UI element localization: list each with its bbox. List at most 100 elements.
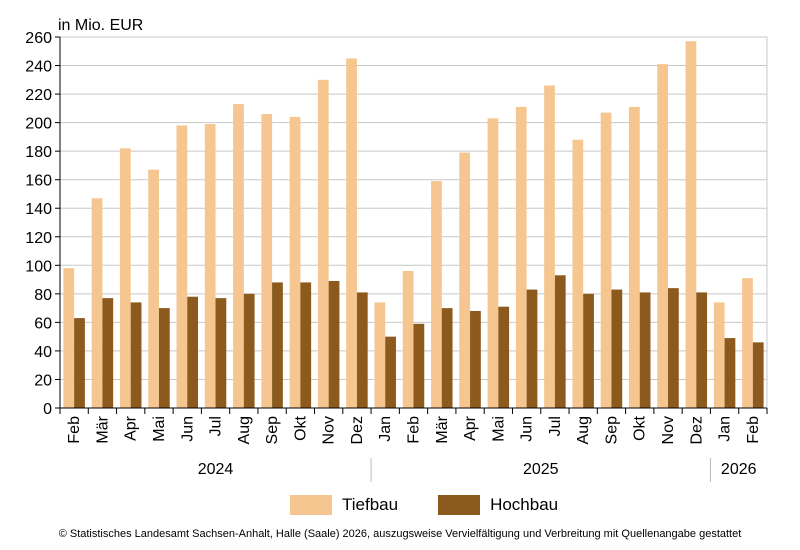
bar-tiefbau-14 [459, 152, 471, 408]
y-tick-label: 260 [25, 30, 52, 47]
x-axis: Feb Mär Apr Mai Jun Jul Aug Sep Okt Nov Dez Jan Feb M… [59, 37, 768, 445]
x-tick-label: Mai [151, 416, 168, 442]
y-tick-label: 180 [25, 144, 52, 161]
bar-tiefbau-11 [374, 302, 386, 408]
bar-tiefbau-0 [63, 268, 75, 408]
x-tick-label: Jun [179, 416, 196, 442]
bars [63, 41, 764, 409]
year-label: 2026 [721, 461, 757, 478]
bar-tiefbau-19 [600, 112, 612, 408]
x-tick-label: Apr [462, 415, 479, 441]
year-label: 2025 [523, 461, 559, 478]
y-tick-label: 240 [25, 59, 52, 76]
x-tick-label: Sep [603, 416, 620, 445]
legend: Tiefbau Hochbau [290, 495, 588, 515]
bar-hochbau-11 [385, 336, 396, 408]
x-tick-label: Apr [123, 415, 140, 441]
bar-hochbau-12 [413, 323, 425, 408]
x-tick-label: Nov [321, 416, 338, 444]
x-tick-label: Jun [519, 416, 536, 442]
y-tick-label: 200 [25, 116, 52, 133]
legend-item-hochbau: Hochbau [438, 495, 558, 515]
y-tick-label: 120 [25, 230, 52, 247]
bar-tiefbau-22 [685, 41, 697, 409]
y-tick-label: 0 [43, 401, 52, 418]
bar-hochbau-24 [752, 342, 764, 408]
legend-swatch-tiefbau [290, 495, 332, 515]
x-tick-label: Sep [264, 416, 281, 445]
x-tick-label: Okt [632, 415, 649, 440]
y-tick-label: 160 [25, 173, 52, 190]
bar-chart: in Mio. EUR 0 20 40 60 80 100 120 140 160 180 200 2… [25, 17, 768, 482]
y-axis-ticks: 0 20 40 60 80 100 120 140 160 180 200 220 240 260 [25, 30, 60, 418]
y-tick-label: 140 [25, 201, 52, 218]
bar-tiefbau-2 [119, 148, 131, 409]
bar-tiefbau-3 [148, 169, 159, 408]
bar-tiefbau-9 [317, 79, 329, 409]
bar-tiefbau-13 [431, 181, 442, 408]
legend-item-tiefbau: Tiefbau [290, 495, 398, 515]
bar-hochbau-1 [102, 298, 114, 408]
legend-label-tiefbau: Tiefbau [342, 495, 399, 514]
y-axis-label: in Mio. EUR [58, 17, 143, 34]
bar-tiefbau-17 [544, 85, 555, 408]
bar-tiefbau-5 [204, 124, 216, 409]
y-tick-label: 220 [25, 87, 52, 104]
bar-tiefbau-18 [572, 139, 584, 408]
bar-hochbau-23 [724, 338, 736, 408]
bar-hochbau-18 [583, 293, 594, 408]
bar-hochbau-5 [215, 298, 227, 408]
bar-tiefbau-12 [402, 271, 414, 408]
x-tick-label: Jan [377, 416, 394, 442]
bar-tiefbau-21 [657, 64, 669, 408]
x-tick-label: Dez [349, 416, 366, 444]
bar-tiefbau-1 [91, 198, 103, 408]
bar-hochbau-14 [470, 310, 481, 408]
bar-tiefbau-20 [628, 106, 640, 409]
x-tick-label: Feb [406, 416, 423, 444]
bar-hochbau-21 [668, 288, 679, 408]
bar-hochbau-6 [243, 293, 255, 408]
bar-tiefbau-15 [487, 118, 499, 408]
x-tick-label: Mär [94, 415, 111, 443]
x-tick-label: Mär [434, 415, 451, 443]
bar-hochbau-0 [74, 318, 85, 408]
bar-hochbau-2 [130, 302, 142, 408]
y-tick-label: 100 [25, 258, 52, 275]
year-label: 2024 [198, 461, 234, 478]
bar-hochbau-7 [272, 282, 283, 408]
x-tick-label: Dez [688, 416, 705, 444]
x-tick-label: Jan [717, 416, 734, 442]
y-tick-label: 60 [34, 315, 52, 332]
bar-hochbau-3 [158, 308, 170, 408]
x-tick-label: Jul [208, 416, 225, 436]
y-tick-label: 20 [34, 372, 52, 389]
x-tick-label: Okt [292, 415, 309, 440]
legend-label-hochbau: Hochbau [490, 495, 559, 514]
x-tick-label: Feb [745, 416, 762, 444]
bar-tiefbau-6 [233, 104, 244, 409]
legend-swatch-hochbau [438, 495, 481, 515]
bar-hochbau-16 [526, 289, 538, 408]
bar-tiefbau-8 [289, 116, 301, 409]
bar-hochbau-10 [356, 292, 368, 408]
copyright-footer: © Statistisches Landesamt Sachsen-Anhalt… [58, 528, 742, 540]
bar-tiefbau-10 [346, 58, 357, 409]
x-tick-label: Feb [66, 416, 83, 444]
y-tick-label: 80 [34, 287, 52, 304]
bar-hochbau-9 [328, 281, 340, 408]
x-tick-label: Aug [575, 416, 592, 444]
x-tick-label: Jul [547, 416, 564, 436]
bar-hochbau-4 [187, 296, 199, 408]
bar-hochbau-15 [498, 306, 510, 408]
bar-hochbau-8 [300, 282, 312, 408]
bar-tiefbau-4 [176, 125, 188, 408]
bar-tiefbau-7 [261, 114, 273, 409]
bar-tiefbau-24 [742, 278, 753, 408]
bar-tiefbau-16 [515, 106, 527, 409]
bar-tiefbau-23 [713, 302, 725, 408]
year-labels: 2024 2025 2026 [198, 458, 757, 482]
y-tick-label: 40 [34, 344, 52, 361]
x-tick-label: Mai [490, 416, 507, 442]
bar-hochbau-13 [441, 308, 453, 408]
